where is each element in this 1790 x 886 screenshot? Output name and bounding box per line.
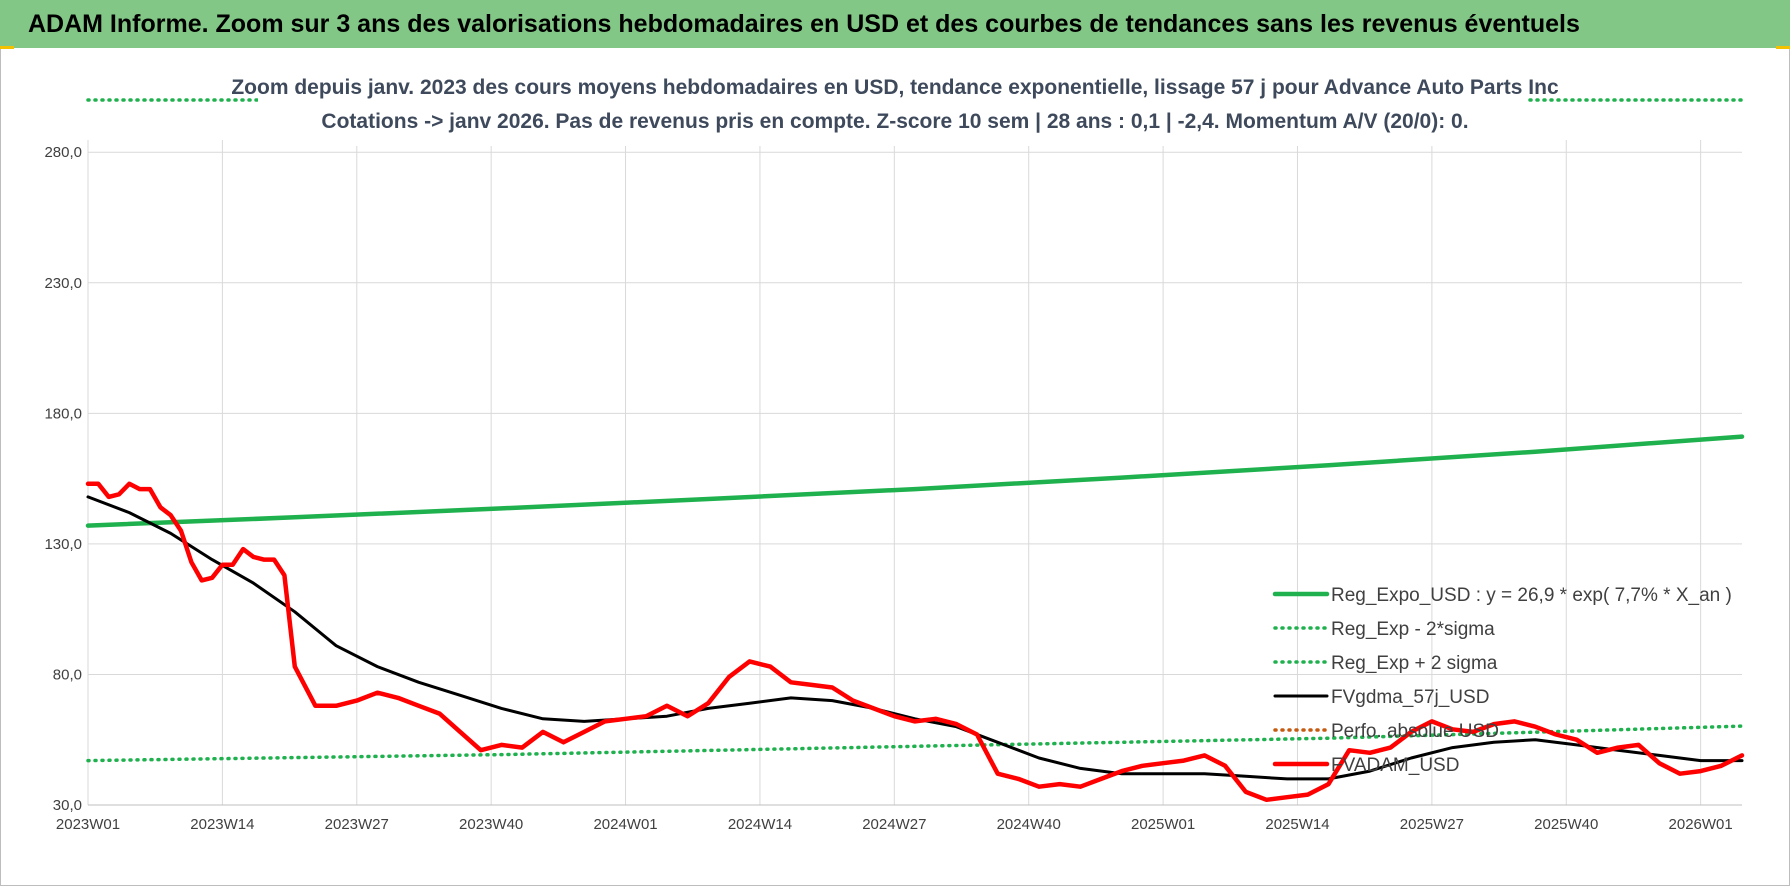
legend-label-5: FVADAM_USD xyxy=(1331,755,1459,776)
x-tick-label: 2023W27 xyxy=(325,816,389,833)
series-line-5 xyxy=(85,481,1745,803)
x-tick-label: 2024W01 xyxy=(593,816,657,833)
x-tick-label: 2024W14 xyxy=(728,816,792,833)
banner-title: ADAM Informe. Zoom sur 3 ans des valoris… xyxy=(28,9,1580,38)
x-tick-label: 2025W01 xyxy=(1131,816,1195,833)
title-line-1: Zoom depuis janv. 2023 des cours moyens … xyxy=(231,76,1559,99)
legend: Reg_Expo_USD : y = 26,9 * exp( 7,7% * X_… xyxy=(1272,585,1732,776)
frame-corner-right xyxy=(1776,46,1790,49)
legend-label-0: Reg_Expo_USD : y = 26,9 * exp( 7,7% * X_… xyxy=(1331,585,1732,606)
frame-corner-left xyxy=(0,46,14,49)
x-tick-label: 2025W27 xyxy=(1400,816,1464,833)
x-tick-label: 2024W40 xyxy=(997,816,1061,833)
x-tick-label: 2023W01 xyxy=(56,816,120,833)
chart-title: Zoom depuis janv. 2023 des cours moyens … xyxy=(231,66,1559,146)
y-tick-label: 230,0 xyxy=(44,275,82,292)
title-background xyxy=(258,66,1528,146)
x-tick-label: 2025W40 xyxy=(1534,816,1598,833)
y-tick-label: 130,0 xyxy=(44,536,82,553)
legend-label-3: FVgdma_57j_USD xyxy=(1331,687,1489,708)
x-tick-label: 2024W27 xyxy=(862,816,926,833)
y-tick-label: 280,0 xyxy=(44,144,82,161)
axis-layer: 30,0 80,0 130,0 180,0 230,0 280,0 2023W01 2023W… xyxy=(44,144,1742,833)
legend-label-1: Reg_Exp - 2*sigma xyxy=(1331,619,1495,640)
x-tick-label: 2023W14 xyxy=(190,816,254,833)
x-tick-label: 2025W14 xyxy=(1265,816,1329,833)
series-line-0 xyxy=(85,434,1745,528)
series-line-1 xyxy=(86,724,1744,763)
banner: ADAM Informe. Zoom sur 3 ans des valoris… xyxy=(0,0,1790,48)
grid-lines xyxy=(87,140,1742,806)
legend-label-4: Perfo. absolue USD xyxy=(1331,721,1499,742)
y-tick-label: 180,0 xyxy=(44,405,82,422)
title-line-2: Cotations -> janv 2026. Pas de revenus p… xyxy=(321,110,1468,133)
y-tick-label: 30,0 xyxy=(53,797,82,814)
legend-label-2: Reg_Exp + 2 sigma xyxy=(1331,653,1498,674)
y-tick-label: 80,0 xyxy=(53,666,82,683)
series-layer xyxy=(85,98,1745,803)
x-tick-label: 2023W40 xyxy=(459,816,523,833)
x-tick-label: 2026W01 xyxy=(1669,816,1733,833)
series-line-3 xyxy=(86,495,1744,781)
